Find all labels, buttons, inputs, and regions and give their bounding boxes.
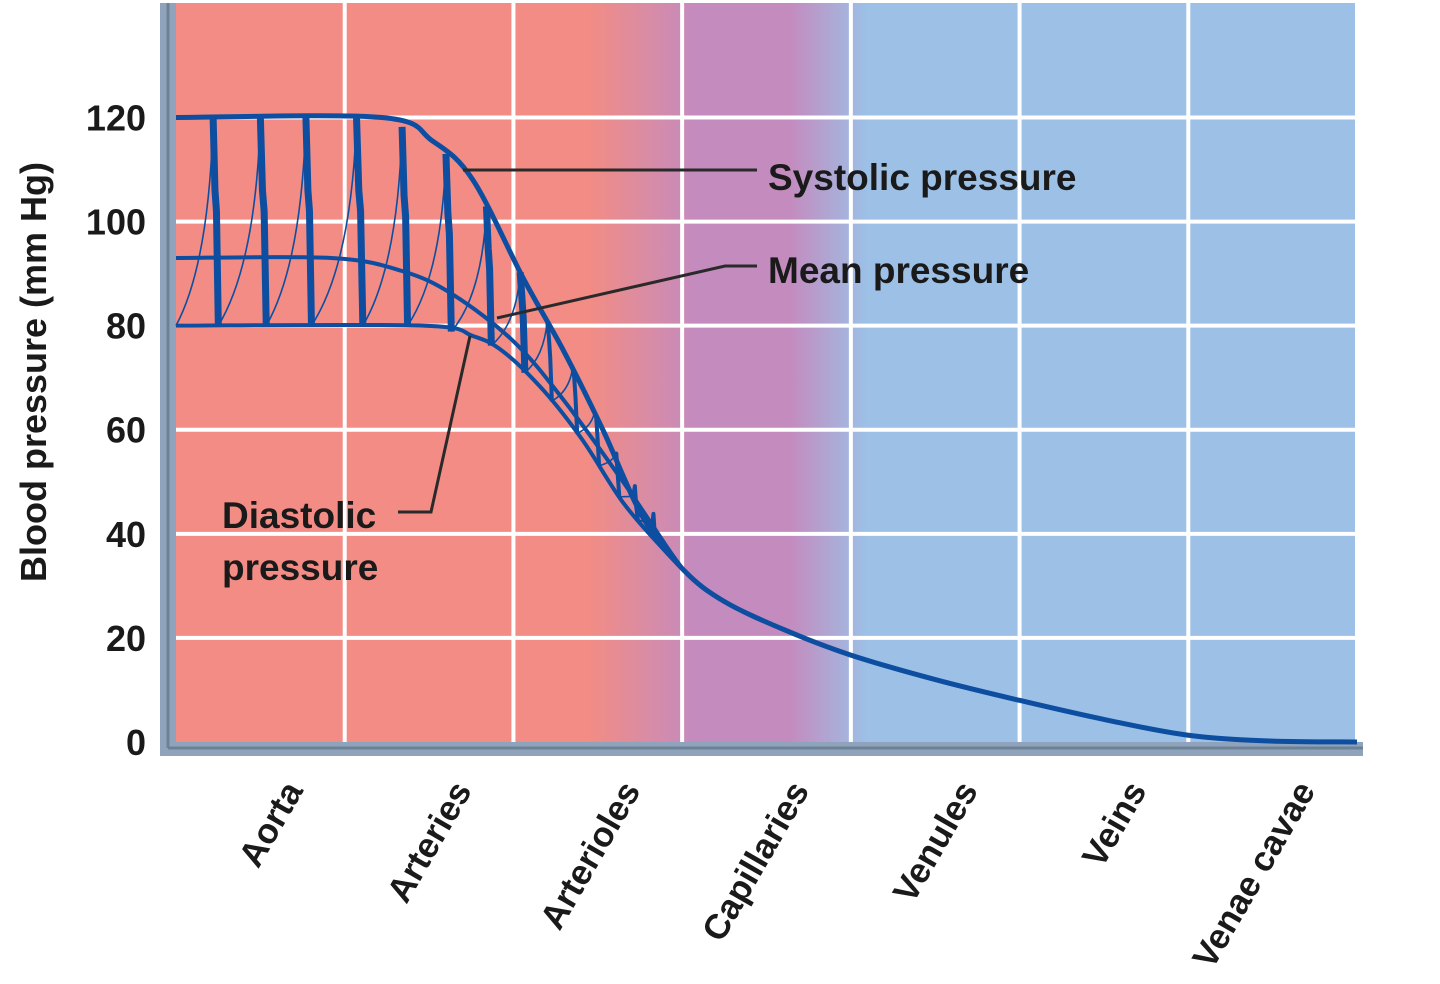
x-category-label: Aorta [231, 774, 311, 873]
mean-leader [496, 264, 757, 320]
pulse-fall [302, 117, 315, 326]
x-category-label: Venae cavae [1185, 775, 1323, 975]
x-category-label: Arterioles [533, 775, 648, 936]
plot-background [176, 3, 1357, 742]
pulse-fall [209, 117, 222, 326]
y-tick-label: 20 [106, 618, 146, 659]
x-category-label: Veins [1075, 775, 1155, 874]
pulse-fall [256, 117, 270, 326]
x-category-labels: Aorta Arteries Arterioles Capillaries Venule… [231, 774, 1323, 974]
x-category-label: Arteries [380, 775, 480, 909]
y-tick-label: 60 [106, 410, 146, 451]
pulse-fall [442, 153, 455, 332]
y-tick-label: 100 [86, 202, 146, 243]
pulse-fall [545, 321, 554, 402]
pulse-fall [516, 271, 529, 373]
series-diastolic-pressure [175, 322, 686, 572]
axes [160, 3, 1363, 756]
grid-lines [176, 3, 1359, 742]
annotation-diastolic-1: Diastolic [222, 495, 376, 536]
annotation-diastolic-2: pressure [222, 547, 378, 588]
pulse-fall [353, 117, 367, 326]
pulse-fall [482, 206, 495, 346]
annotation-systolic: Systolic pressure [768, 157, 1076, 198]
diastolic-leader [398, 335, 472, 514]
y-tick-label: 0 [126, 722, 146, 763]
x-category-label: Venules [886, 775, 986, 909]
series-mean-pressure [175, 255, 686, 572]
y-tick-label: 40 [106, 514, 146, 555]
y-tick-label: 120 [86, 97, 146, 138]
pressure-series [175, 113, 1358, 745]
x-category-label: Capillaries [695, 775, 817, 948]
y-axis-label: Blood pressure (mm Hg) [13, 162, 54, 582]
annotation-mean: Mean pressure [768, 250, 1029, 291]
annotation-leaders [398, 168, 757, 514]
y-tick-label: 80 [106, 306, 146, 347]
series-systolic-pressure [175, 113, 1358, 745]
y-tick-labels: 0 20 40 60 80 100 120 [86, 97, 146, 763]
